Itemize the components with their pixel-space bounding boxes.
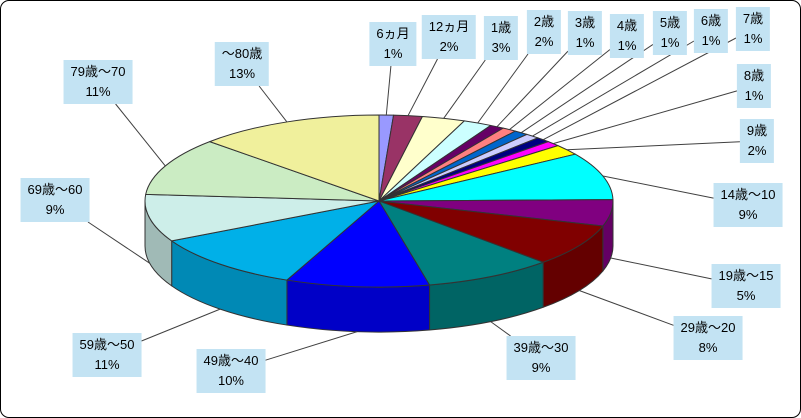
leader-line <box>610 257 712 280</box>
leader-line <box>477 53 529 124</box>
leader-line <box>115 103 166 167</box>
pie-slice-top-17 <box>144 193 380 242</box>
leader-line <box>496 50 569 128</box>
leader-line <box>579 290 674 326</box>
leader-line <box>520 43 654 134</box>
pie-slice-top-16 <box>171 200 380 281</box>
leader-line <box>602 175 714 199</box>
leader-line <box>542 37 737 141</box>
pie-slice-wall-15 <box>286 279 431 333</box>
leader-line <box>553 90 738 145</box>
leader-line <box>509 49 611 130</box>
leader-line <box>566 141 741 151</box>
leader-line <box>87 221 151 264</box>
pie-slice-top-13 <box>378 200 604 263</box>
leader-line <box>443 59 486 119</box>
pie-slice-top-19 <box>209 114 380 202</box>
pie-slice-top-15 <box>286 200 431 288</box>
leader-line <box>385 65 392 116</box>
pie-slice-top-11 <box>378 153 614 202</box>
pie-slice-top-14 <box>378 200 544 286</box>
leader-line <box>490 321 511 337</box>
leader-line <box>258 85 288 123</box>
leader-line <box>407 58 438 116</box>
leader-line <box>141 308 221 342</box>
leader-line <box>532 40 695 137</box>
pie-slice-top-18 <box>145 141 380 202</box>
leader-line <box>265 331 358 361</box>
